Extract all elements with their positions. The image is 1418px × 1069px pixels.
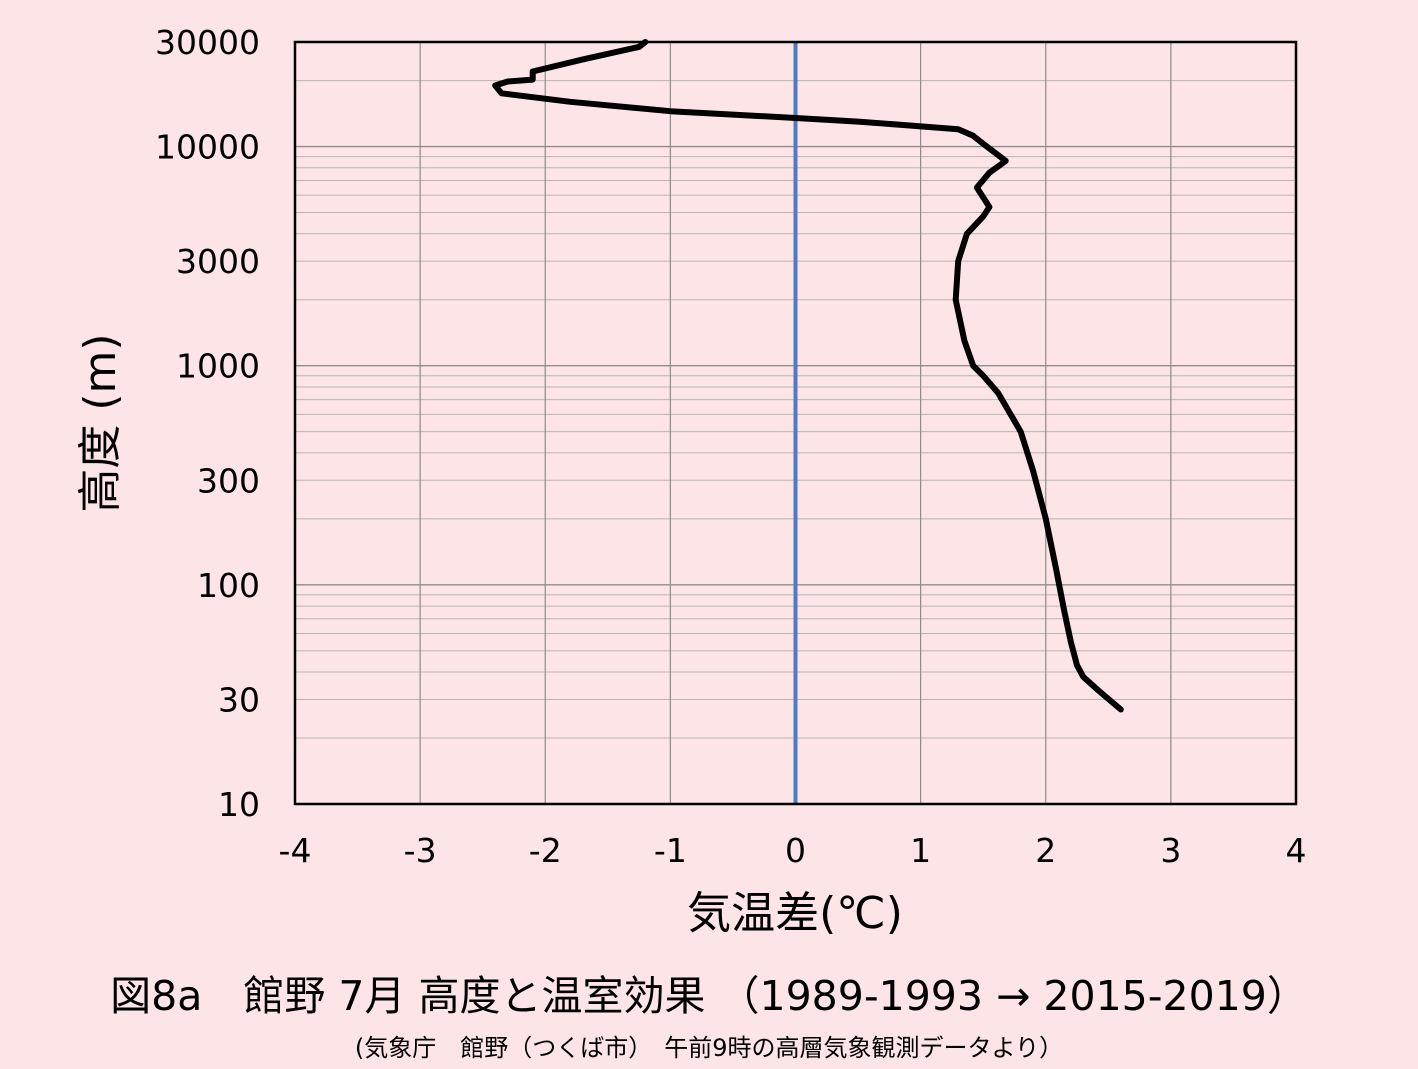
y-tick-label: 10000 bbox=[155, 128, 260, 167]
figure-title: 図8a 館野 7月 高度と温室効果 （1989-1993 → 2015-2019… bbox=[110, 972, 1308, 1020]
y-tick-label: 30000 bbox=[155, 23, 260, 62]
x-tick-label: 2 bbox=[1035, 831, 1056, 870]
x-axis-title: 気温差(℃) bbox=[687, 888, 903, 939]
y-tick-label: 3000 bbox=[176, 242, 260, 281]
figure-source-note: (気象庁 館野（つくば市） 午前9時の高層気象観測データより） bbox=[354, 1034, 1064, 1062]
x-tick-labels: -4 -3 -2 -1 0 1 2 3 4 bbox=[279, 831, 1307, 870]
x-tick-label: 0 bbox=[785, 831, 806, 870]
y-tick-labels: 10 30 100 300 1000 3000 10000 30000 bbox=[155, 23, 260, 824]
x-tick-label: -4 bbox=[279, 831, 312, 870]
x-tick-label: -1 bbox=[654, 831, 687, 870]
series-line bbox=[492, 39, 1124, 713]
x-tick-label: -2 bbox=[529, 831, 562, 870]
y-tick-label: 300 bbox=[197, 461, 260, 500]
x-tick-label: 3 bbox=[1160, 831, 1181, 870]
x-tick-label: -3 bbox=[404, 831, 437, 870]
y-tick-label: 10 bbox=[218, 785, 260, 824]
y-axis-title: 高度 (m) bbox=[75, 333, 126, 512]
x-tick-label: 4 bbox=[1286, 831, 1307, 870]
y-tick-label: 100 bbox=[197, 566, 260, 605]
y-tick-label: 30 bbox=[218, 680, 260, 719]
y-tick-label: 1000 bbox=[176, 347, 260, 386]
x-tick-label: 1 bbox=[910, 831, 931, 870]
plot-frame bbox=[293, 40, 1298, 806]
chart-plot: -4 -3 -2 -1 0 1 2 3 4 10 30 100 300 1000 3000 10000 300… bbox=[75, 23, 1307, 939]
